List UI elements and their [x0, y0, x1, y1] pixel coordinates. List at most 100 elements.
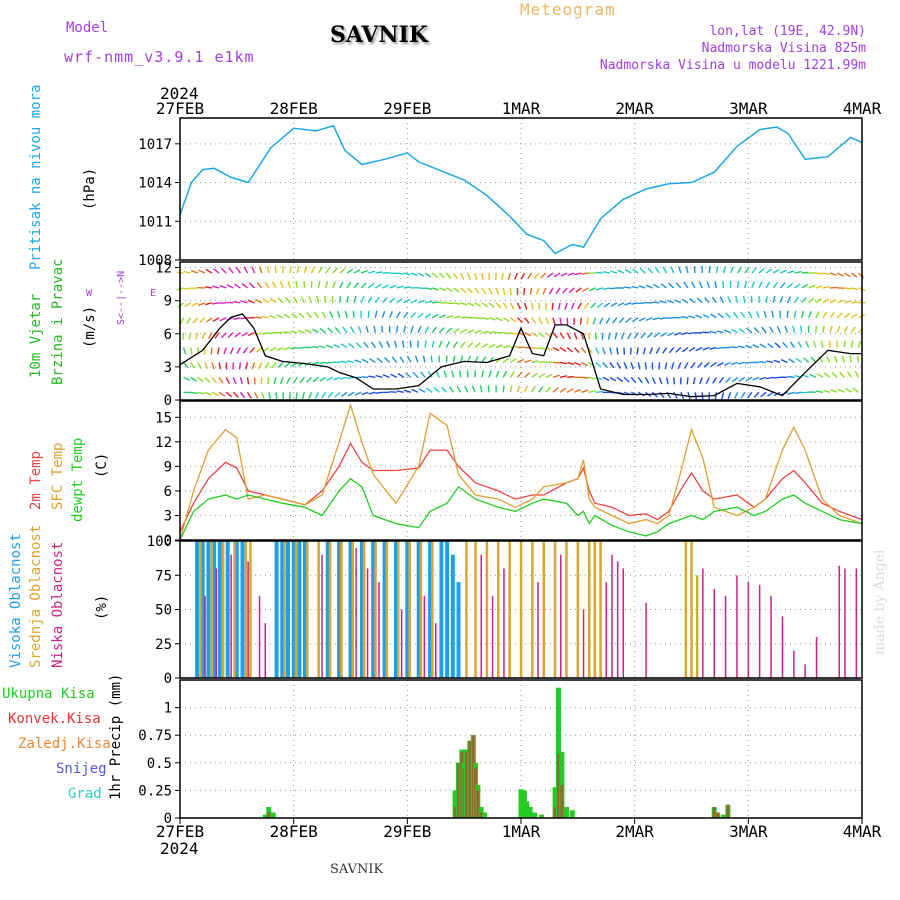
- precip-total-bar: [452, 790, 458, 818]
- wind-barb: [545, 373, 553, 379]
- cloud-mid-bar: [419, 541, 423, 678]
- wind-ylabel-2: Brzina i Pravac: [50, 258, 66, 385]
- wind-barb: [546, 272, 554, 278]
- wind-barb: [431, 326, 437, 334]
- wind-barb: [744, 266, 750, 274]
- year-label-bottom: 2024: [160, 839, 199, 858]
- cloud-high-bar: [325, 541, 330, 678]
- wind-barb: [631, 302, 639, 305]
- wind-barb: [403, 389, 412, 393]
- wind-barb: [636, 347, 639, 355]
- wind-barb: [694, 392, 697, 400]
- wind-barb: [283, 346, 291, 351]
- wind-barb: [258, 362, 263, 370]
- cloud-high-bar: [297, 541, 302, 678]
- wind-barb: [850, 272, 858, 278]
- y-tick-label: 1011: [138, 214, 172, 230]
- wind-barb: [758, 281, 763, 289]
- wind-barb: [291, 313, 298, 319]
- wind-barb: [736, 280, 740, 289]
- wind-barb: [629, 347, 632, 355]
- wind-barb: [516, 385, 521, 393]
- cloud-mid-bar: [294, 541, 298, 678]
- wind-barb: [538, 386, 544, 393]
- wind-barb: [774, 342, 781, 349]
- time-label-top: 1MAR: [502, 99, 541, 118]
- wind-barb: [566, 317, 569, 325]
- precip-legend-frz: Zaledj.Kisa: [18, 736, 111, 752]
- wind-barb: [386, 340, 391, 348]
- wind-barb: [773, 359, 781, 364]
- wind-barb: [815, 311, 820, 319]
- wind-barb: [360, 282, 367, 289]
- wind-barb: [808, 284, 816, 289]
- wind-barb: [830, 389, 838, 393]
- wind-barb: [374, 296, 380, 304]
- precip-conv-bar: [560, 784, 564, 818]
- time-label-bottom: 2MAR: [615, 822, 654, 841]
- wind-barb: [857, 355, 860, 363]
- wind-barb: [255, 298, 263, 304]
- wind-barb: [453, 328, 460, 334]
- precip-total-bar: [552, 787, 558, 818]
- wind-barb: [211, 376, 217, 384]
- wind-barb: [651, 377, 656, 385]
- wind-barb: [721, 392, 725, 400]
- wind-barb: [795, 357, 803, 364]
- wind-barb: [580, 332, 584, 340]
- wind-barb: [507, 272, 512, 280]
- wind-barb: [793, 296, 799, 304]
- wind-barb: [283, 313, 291, 319]
- wind-barb: [711, 296, 717, 304]
- wind-barb: [829, 325, 833, 333]
- time-label-top: 3MAR: [729, 99, 768, 118]
- wind-barb: [559, 387, 567, 393]
- cloud-mid-bar: [221, 541, 225, 678]
- wind-barb: [245, 362, 249, 370]
- wind-barb: [361, 391, 369, 396]
- wind-barb: [623, 362, 628, 370]
- wind-barb: [213, 268, 220, 274]
- wind-barb: [247, 299, 255, 304]
- precip-total-bar: [539, 814, 544, 818]
- wind-barb: [685, 266, 689, 274]
- wind-barb: [610, 302, 618, 307]
- wind-barb: [411, 388, 419, 393]
- wind-barb: [564, 302, 568, 310]
- wind-barb: [236, 347, 241, 354]
- wind-barb: [638, 317, 646, 322]
- wind-barb: [801, 374, 809, 379]
- cloud-low-bar: [736, 575, 738, 679]
- wind-barb: [501, 272, 504, 281]
- wind-barb: [568, 287, 575, 294]
- wind-barb: [495, 344, 503, 349]
- wind-barb: [758, 267, 765, 274]
- wind-barb: [722, 280, 725, 289]
- wind-barb: [632, 317, 639, 323]
- wind-barb: [295, 392, 298, 400]
- wind-barb: [810, 356, 817, 363]
- wind-barb: [344, 310, 348, 318]
- precip-legend-snow: Snijeg: [56, 761, 107, 777]
- wind-barb: [595, 390, 603, 393]
- y-tick-label: 0: [164, 671, 172, 687]
- wind-barb: [794, 391, 802, 395]
- wind-barb: [529, 287, 533, 295]
- wind-barb: [488, 343, 496, 349]
- wind-barb: [690, 281, 696, 289]
- precip-legend-hail: Grad: [68, 786, 102, 802]
- wind-barb: [740, 311, 746, 319]
- wind-barb: [348, 342, 355, 349]
- wind-barb: [815, 390, 824, 393]
- wind-barb: [709, 346, 717, 350]
- wind-barb: [378, 341, 384, 348]
- wind-barb: [733, 391, 739, 399]
- wind-barb: [545, 317, 550, 325]
- wind-barb: [609, 362, 615, 369]
- wind-barb: [339, 295, 342, 303]
- time-label-bottom: 29FEB: [383, 822, 431, 841]
- wind-barb: [287, 281, 291, 289]
- wind-ylabel-1: 10m Vjetar: [28, 293, 44, 378]
- cloud-mid-bar: [690, 541, 693, 678]
- wind-barb: [587, 332, 591, 340]
